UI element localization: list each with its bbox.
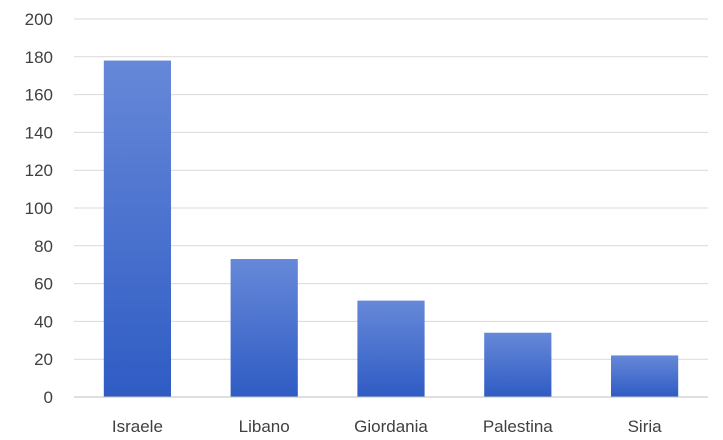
x-category-label: Israele (112, 417, 163, 436)
y-tick-label: 120 (25, 161, 53, 180)
bars (104, 61, 678, 397)
bar-palestina (484, 333, 551, 397)
bar-siria (611, 355, 678, 397)
bar-libano (231, 259, 298, 397)
y-tick-label: 160 (25, 86, 53, 105)
y-tick-label: 40 (34, 312, 53, 331)
x-category-label: Giordania (354, 417, 428, 436)
x-axis-category-labels: Israele Libano Giordania Palestina Siria (112, 417, 662, 436)
x-category-label: Libano (239, 417, 290, 436)
y-tick-label: 140 (25, 123, 53, 142)
y-tick-label: 100 (25, 199, 53, 218)
y-tick-label: 200 (25, 10, 53, 29)
bar-giordania (357, 301, 424, 397)
y-tick-label: 20 (34, 350, 53, 369)
y-axis-tick-labels: 0 20 40 60 80 100 120 140 160 180 200 (25, 10, 53, 407)
y-tick-label: 80 (34, 237, 53, 256)
y-tick-label: 180 (25, 48, 53, 67)
bar-israele (104, 61, 171, 397)
x-category-label: Siria (628, 417, 663, 436)
y-tick-label: 60 (34, 275, 53, 294)
y-tick-label: 0 (44, 388, 53, 407)
x-category-label: Palestina (483, 417, 553, 436)
